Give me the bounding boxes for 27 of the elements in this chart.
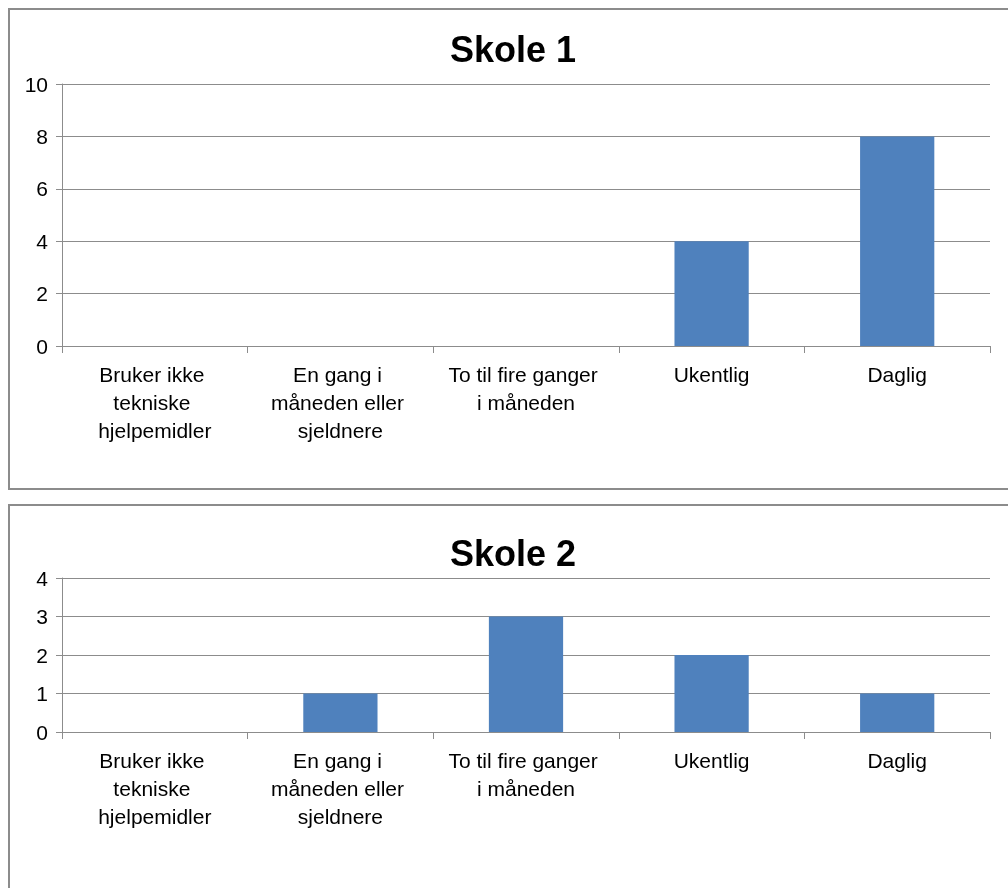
- x-tick-label: Ukentlig: [673, 748, 750, 772]
- chart-title: Skole 2: [449, 532, 577, 574]
- y-tick-label: 1: [36, 682, 48, 705]
- y-tick-label: 0: [36, 334, 48, 358]
- x-tick-label: Daglig: [867, 748, 927, 772]
- x-tick-label: To til fire ganger i måneden: [448, 748, 604, 800]
- bar: [303, 693, 378, 732]
- x-tick-label: Bruker ikke tekniske hjelpemidler: [98, 748, 212, 828]
- y-tick-label: 6: [36, 177, 48, 201]
- bar: [488, 616, 564, 732]
- y-tick-label: 4: [36, 229, 49, 253]
- y-tick-label: 4: [36, 566, 49, 590]
- chart-title: Skole 1: [449, 28, 577, 70]
- x-tick-label: Bruker ikke tekniske hjelpemidler: [98, 362, 212, 442]
- x-tick-label: En gang i måneden eller sjeldnere: [270, 748, 410, 828]
- y-tick-label: 10: [24, 72, 48, 96]
- x-tick-label: Ukentlig: [673, 362, 750, 386]
- bar: [860, 693, 935, 732]
- y-tick-label: 2: [36, 282, 48, 306]
- y-tick-label: 2: [36, 643, 48, 667]
- y-tick-label: 0: [36, 720, 48, 744]
- x-tick-label: Daglig: [867, 362, 927, 386]
- x-tick-label: En gang i måneden eller sjeldnere: [270, 362, 410, 442]
- bar: [674, 655, 749, 732]
- x-tick-label: To til fire ganger i måneden: [448, 362, 604, 414]
- y-tick-label: 8: [36, 124, 48, 148]
- y-tick-label: 3: [36, 605, 48, 628]
